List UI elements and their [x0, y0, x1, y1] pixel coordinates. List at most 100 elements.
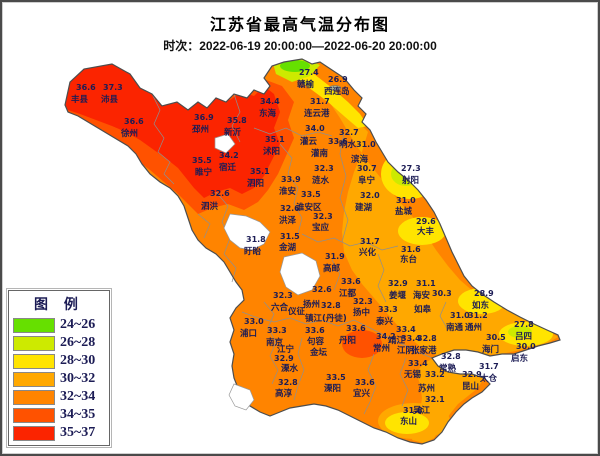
station-value: 31.7	[310, 97, 330, 106]
station-name: 溧水	[281, 363, 299, 374]
station-name: 泰兴	[375, 316, 394, 327]
station-value: 32.3	[353, 297, 373, 306]
station-value: 36.6	[124, 117, 144, 126]
station-value: 26.9	[328, 75, 348, 84]
station-name: 响水	[339, 139, 357, 150]
station-value: 32.6	[280, 204, 300, 213]
station-name: 灌云	[300, 136, 318, 147]
station-value: 32.8	[417, 334, 437, 343]
station-value: 32.9	[388, 279, 408, 288]
station-value: 31.0	[396, 196, 416, 205]
station-value: 28.9	[474, 289, 494, 298]
zone-35-37-northwest	[65, 63, 280, 198]
station-name: 靖江	[388, 335, 406, 346]
station-name: 丰县	[71, 94, 89, 105]
legend-item: 24~26	[13, 316, 105, 334]
zone-28-30-lianyungang-coast	[284, 64, 368, 128]
station-value: 33.6	[328, 137, 348, 146]
station-value: 35.1	[250, 167, 270, 176]
legend-swatch	[13, 425, 55, 441]
station-name: 南通	[446, 322, 464, 333]
station-name: 徐州	[120, 128, 138, 139]
station-name: 如皋	[414, 304, 432, 315]
legend-item: 35~37	[13, 424, 105, 442]
station-value: 33.5	[326, 373, 346, 382]
station-name: 吴江	[413, 405, 431, 416]
station-value: 32.6	[312, 285, 332, 294]
station-value: 36.9	[194, 113, 214, 122]
lake-shijiu	[228, 383, 255, 411]
station-value: 32.0	[360, 191, 380, 200]
station-name: 赣榆	[297, 79, 315, 90]
station-value: 31.0	[356, 140, 376, 149]
legend-label: 30~32	[60, 371, 96, 386]
station-value: 29.6	[416, 217, 436, 226]
zone-30-32-east	[304, 72, 558, 356]
station-name: 镇江(丹徒)	[305, 313, 347, 324]
station-value: 34.2	[376, 332, 396, 341]
station-value: 33.6	[346, 324, 366, 333]
station-name: 沛县	[101, 94, 119, 105]
station-name: 扬州	[303, 299, 320, 310]
station-name: 仪征	[287, 306, 306, 317]
station-value: 34.4	[260, 97, 280, 106]
zone-34-35-changzhou-spot	[342, 330, 382, 358]
station-name: 盐城	[395, 206, 413, 217]
station-value: 33.9	[281, 175, 301, 184]
station-value: 31.2	[468, 311, 488, 320]
station-name: 淮安	[279, 186, 297, 197]
legend-label: 28~30	[60, 353, 96, 368]
station-name: 建湖	[354, 202, 373, 213]
station-value: 31.9	[325, 252, 345, 261]
legend-item: 34~35	[13, 406, 105, 424]
legend-swatch	[13, 335, 55, 351]
station-name: 宿迁	[219, 162, 237, 173]
station-value: 33.6	[341, 277, 361, 286]
station-name: 江宁	[277, 344, 295, 355]
legend-label: 24~26	[60, 317, 96, 332]
zone-28-30-sheyang	[381, 149, 439, 199]
station-name: 江都	[339, 288, 357, 299]
station-value: 33.4	[401, 334, 421, 343]
station-name: 兴化	[359, 247, 377, 258]
station-name: 东海	[259, 108, 277, 119]
station-name: 盱眙	[244, 246, 262, 257]
zone-28-30-dafeng	[398, 217, 446, 245]
station-name: 常州	[373, 343, 390, 354]
station-name: 洪泽	[279, 215, 297, 226]
station-value: 31.7	[479, 362, 499, 371]
legend-item: 28~30	[13, 352, 105, 370]
station-value: 36.6	[76, 83, 96, 92]
station-name: 宝应	[312, 222, 330, 233]
lake-gaoyou	[279, 252, 321, 296]
station-value: 32.9	[462, 370, 482, 379]
station-name: 灌南	[311, 148, 329, 159]
station-value: 32.8	[278, 378, 298, 387]
legend-rows: 24~26 26~28 28~30 30~32 32~34 34~35 35~37	[13, 316, 105, 442]
zone-28-30-dongshan-core	[385, 412, 429, 434]
province-outline	[64, 58, 561, 445]
station-value: 32.1	[425, 395, 445, 404]
station-name: 涟水	[312, 175, 330, 186]
legend-item: 26~28	[13, 334, 105, 352]
station-name: 姜堰	[389, 290, 407, 301]
station-value: 32.8	[441, 352, 461, 361]
station-value: 32.3	[313, 212, 333, 221]
station-value: 35.1	[265, 135, 285, 144]
station-value: 32.7	[339, 128, 359, 137]
station-value: 31.7	[360, 237, 380, 246]
zone-24-26-ganyu-core	[280, 60, 310, 72]
station-value: 31.0	[450, 311, 470, 320]
station-value: 32.9	[274, 354, 294, 363]
station-value: 30.7	[357, 164, 377, 173]
legend-label: 32~34	[60, 389, 96, 404]
station-name: 东山	[400, 416, 417, 427]
station-name: 泗洪	[201, 201, 219, 212]
station-labels-layer: 36.6 丰县 37.3 沛县 36.6 徐州 36.9 邳州 35.8 新沂 35.5 睢宁 34.2…	[71, 68, 536, 427]
station-name: 睢宁	[195, 167, 213, 178]
station-value: 33.4	[396, 325, 416, 334]
station-name: 沭阳	[263, 146, 280, 157]
station-name: 海安	[413, 290, 431, 301]
station-value: 37.3	[103, 83, 123, 92]
